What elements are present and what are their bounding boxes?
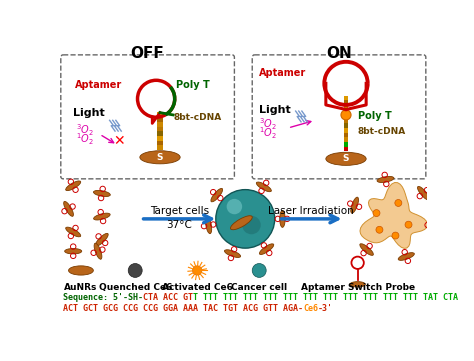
Ellipse shape [225,250,241,257]
Bar [344,96,348,100]
Ellipse shape [140,151,180,164]
Circle shape [242,216,261,234]
Ellipse shape [66,227,81,237]
Text: Aptamer: Aptamer [259,68,307,78]
Circle shape [376,226,383,233]
Bar [344,105,348,109]
FancyBboxPatch shape [61,55,235,179]
Bar [344,142,348,147]
Ellipse shape [66,181,81,191]
Text: Sequence: 5'-SH-: Sequence: 5'-SH- [63,293,143,302]
Text: T TTT TTT TTT TTT TTT TTT TTT TTT TTT TTT TTT TAT CTA: T TTT TTT TTT TTT TTT TTT TTT TTT TTT TT… [193,293,458,302]
Text: Quenched Ce6: Quenched Ce6 [99,283,172,292]
Ellipse shape [211,188,223,202]
FancyArrowPatch shape [291,121,311,127]
Ellipse shape [256,182,271,192]
Circle shape [373,210,380,217]
FancyArrowPatch shape [102,136,114,143]
Ellipse shape [96,233,108,246]
Bar [157,126,163,131]
Text: Light: Light [259,105,291,115]
Circle shape [216,190,275,248]
Ellipse shape [398,253,414,260]
Bar [344,109,348,114]
Text: Poly T: Poly T [357,111,392,121]
Bar [157,112,163,118]
Ellipse shape [377,177,394,182]
Text: Cancer cell: Cancer cell [231,283,287,292]
Text: Target cells: Target cells [150,206,209,216]
Text: ✕: ✕ [113,134,125,148]
Ellipse shape [418,186,429,200]
Text: Laser Irradiation: Laser Irradiation [268,206,354,216]
Text: 37°C: 37°C [166,220,192,230]
Circle shape [395,200,402,206]
Ellipse shape [64,248,82,254]
Text: Activated Ce6: Activated Ce6 [162,283,233,292]
Circle shape [227,199,242,214]
Polygon shape [360,183,428,248]
Ellipse shape [326,152,366,165]
Text: OFF: OFF [131,46,164,61]
Ellipse shape [259,244,274,255]
Text: -3': -3' [318,304,333,313]
Text: 8bt-cDNA: 8bt-cDNA [357,127,406,136]
Text: Poly T: Poly T [175,80,209,90]
Text: ON: ON [326,46,352,61]
Ellipse shape [94,243,102,259]
Ellipse shape [93,213,110,220]
Ellipse shape [206,217,212,234]
Text: S: S [157,153,163,162]
Bar [344,128,348,132]
Text: $^3O_2$: $^3O_2$ [76,122,94,138]
Ellipse shape [360,244,374,255]
Circle shape [252,264,266,277]
Text: 8bt-cDNA: 8bt-cDNA [174,113,222,122]
Ellipse shape [64,201,73,216]
Bar [157,117,163,122]
Ellipse shape [350,282,365,287]
Circle shape [341,110,351,120]
FancyBboxPatch shape [252,55,426,179]
Bar [344,132,348,137]
Ellipse shape [69,266,93,275]
Bar [344,119,348,123]
Bar [344,123,348,128]
Circle shape [392,232,399,239]
Text: Aptamer: Aptamer [75,80,122,90]
Bar [157,140,163,145]
Bar [344,100,348,105]
Text: Aptamer Switch Probe: Aptamer Switch Probe [301,283,415,292]
Circle shape [405,221,412,228]
Circle shape [192,266,202,275]
Bar [344,137,348,142]
Ellipse shape [280,210,285,227]
Text: Ce6: Ce6 [303,304,318,313]
Bar [344,147,348,151]
Text: $^3O_2$: $^3O_2$ [259,116,277,132]
Text: $^1O_2$: $^1O_2$ [259,126,277,141]
Text: AuNRs: AuNRs [64,283,98,292]
Ellipse shape [429,217,435,234]
Ellipse shape [93,191,110,196]
Text: Light: Light [73,108,105,118]
Text: S: S [343,154,349,163]
Bar [344,114,348,119]
Ellipse shape [351,197,358,213]
Text: $^1O_2$: $^1O_2$ [76,132,94,147]
Text: CTA ACC GT: CTA ACC GT [143,293,193,302]
Bar [157,135,163,141]
Bar [157,144,163,150]
Bar [157,121,163,127]
Ellipse shape [230,216,252,230]
Bar [157,131,163,136]
Text: ACT GCT GCG CCG CCG GGA AAA TAC TGT ACG GTT AGA-: ACT GCT GCG CCG CCG GGA AAA TAC TGT ACG … [63,304,303,313]
Circle shape [128,264,142,277]
